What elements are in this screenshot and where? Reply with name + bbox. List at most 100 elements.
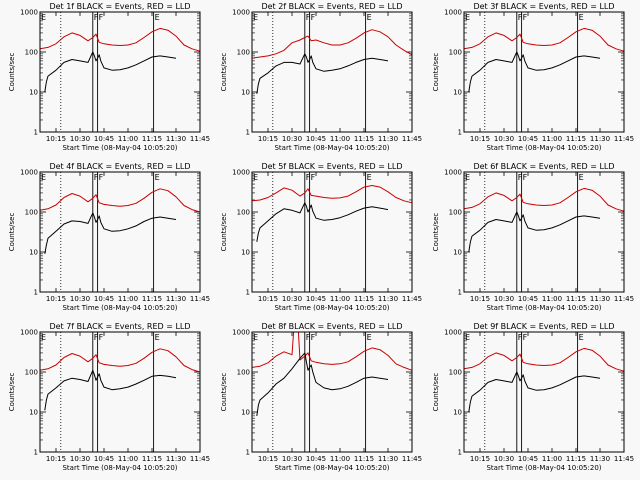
x-axis-label: Start Time (08-May-04 10:05:20) [62,144,177,152]
x-tick-label: 11:30 [378,455,398,463]
flag-label: F [306,13,311,22]
x-tick-label: 11:30 [590,135,610,143]
panel-4: Det 4f BLACK = Events, RED = LLD 10:15 10:… [8,162,210,312]
x-tick-label: 10:15 [46,295,66,303]
x-tick-label: 11:30 [378,135,398,143]
y-tick-label: 1000 [20,329,38,337]
x-axis-label: Start Time (08-May-04 10:05:20) [274,464,389,472]
y-tick-label: 100 [237,49,250,57]
events-series-line [468,51,601,93]
panel-7: Det 7f BLACK = Events, RED = LLD 10:15 10:… [8,322,210,472]
x-axis-label: Start Time (08-May-04 10:05:20) [274,144,389,152]
x-tick-label: 11:30 [590,295,610,303]
x-tick-label: 11:15 [142,455,162,463]
flag-label: F [94,173,99,182]
flag-label: F [306,173,311,182]
x-tick-label: 10:45 [306,295,326,303]
flag-label: F [518,333,523,342]
y-tick-label: 100 [25,49,38,57]
events-series-line [44,212,177,254]
y-tick-label: 100 [237,369,250,377]
x-tick-label: 11:30 [166,295,186,303]
x-tick-label: 11:15 [142,295,162,303]
x-tick-label: 10:30 [70,295,90,303]
x-tick-label: 11:00 [118,295,138,303]
x-tick-label: 11:00 [118,455,138,463]
events-series-line [468,211,601,253]
x-tick-label: 11:45 [614,295,634,303]
y-tick-label: 1000 [444,9,462,17]
y-tick-label: 100 [25,209,38,217]
flag-label: F [523,173,528,182]
y-axis-label: Counts/sec [220,213,228,252]
flag-label: E [253,13,258,22]
x-axis-label: Start Time (08-May-04 10:05:20) [62,304,177,312]
x-tick-label: 11:15 [566,295,586,303]
y-tick-label: 1000 [232,329,250,337]
y-tick-label: 100 [449,209,462,217]
x-tick-label: 10:15 [470,295,490,303]
lld-series-line [463,27,625,52]
x-tick-label: 10:45 [306,455,326,463]
x-tick-label: 10:30 [70,455,90,463]
flag-label: E [367,173,372,182]
y-tick-label: 10 [29,409,38,417]
x-tick-label: 10:30 [494,295,514,303]
x-tick-label: 10:15 [470,135,490,143]
lld-series-line [463,187,625,212]
plot-frame [463,171,625,293]
x-tick-label: 10:45 [306,135,326,143]
x-tick-label: 11:15 [354,295,374,303]
panel-title: Det 1f BLACK = Events, RED = LLD [49,2,190,11]
x-tick-label: 10:15 [258,135,278,143]
x-tick-label: 11:15 [566,455,586,463]
y-tick-label: 10 [241,89,250,97]
y-axis-label: Counts/sec [432,373,440,412]
y-tick-label: 10 [241,409,250,417]
y-tick-label: 1000 [20,169,38,177]
y-tick-label: 1000 [232,169,250,177]
x-tick-label: 11:45 [190,455,210,463]
y-tick-label: 10 [29,89,38,97]
x-tick-label: 11:45 [614,135,634,143]
x-tick-label: 10:45 [518,135,538,143]
flag-label: E [41,333,46,342]
y-axis-label: Counts/sec [8,213,16,252]
x-tick-label: 11:15 [354,135,374,143]
flag-label: E [465,173,470,182]
y-axis-label: Counts/sec [220,53,228,92]
lld-series-line [251,185,413,204]
flag-label: F [99,13,104,22]
panel-3: Det 3f BLACK = Events, RED = LLD 10:15 10:… [432,2,634,152]
flag-label: E [155,13,160,22]
y-tick-label: 1000 [232,9,250,17]
y-tick-label: 1 [34,449,38,457]
flag-label: E [579,173,584,182]
x-axis-label: Start Time (08-May-04 10:05:20) [486,144,601,152]
x-axis-label: Start Time (08-May-04 10:05:20) [274,304,389,312]
flag-label: E [367,333,372,342]
y-tick-label: 10 [453,409,462,417]
x-tick-label: 10:15 [258,455,278,463]
panel-title: Det 4f BLACK = Events, RED = LLD [49,162,190,171]
x-axis-label: Start Time (08-May-04 10:05:20) [62,464,177,472]
panel-title: Det 8f BLACK = Events, RED = LLD [261,322,402,331]
lld-series-line [39,27,201,52]
flag-label: E [253,333,258,342]
x-tick-label: 11:30 [590,455,610,463]
flag-label: E [579,333,584,342]
flag-label: E [41,173,46,182]
y-tick-label: 1 [246,129,250,137]
y-tick-label: 100 [449,369,462,377]
plot-frame [251,331,413,453]
x-tick-label: 11:00 [330,455,350,463]
x-tick-label: 10:30 [494,135,514,143]
x-tick-label: 10:45 [94,295,114,303]
flag-label: E [367,13,372,22]
y-tick-label: 1000 [20,9,38,17]
x-tick-label: 10:45 [94,135,114,143]
y-axis-label: Counts/sec [432,53,440,92]
x-tick-label: 11:00 [542,455,562,463]
flag-label: F [523,13,528,22]
x-tick-label: 10:15 [46,135,66,143]
